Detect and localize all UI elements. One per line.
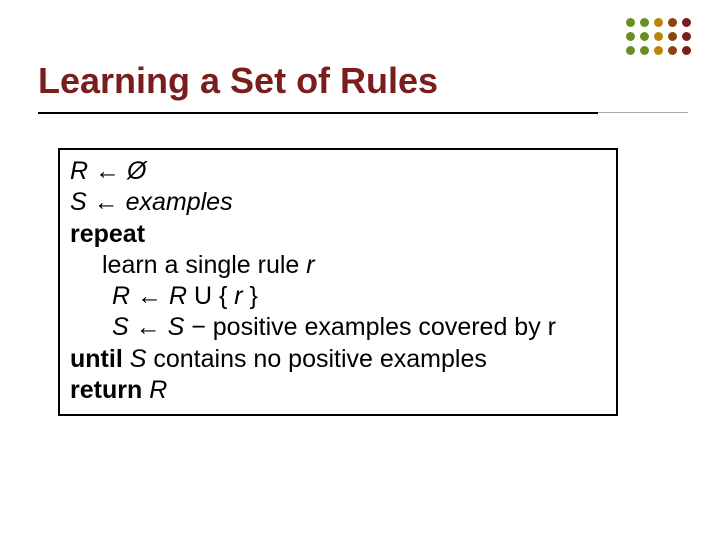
arrow: ← [87,188,126,216]
dot [682,18,691,27]
dot [626,18,635,27]
text [123,345,130,373]
var-S: S [70,188,87,216]
algo-line: R ← R U { r } [70,281,606,312]
text: learn a single rule [102,251,306,279]
var-S: S [168,313,185,341]
var-r: r [234,282,242,310]
kw-until: until [70,345,123,373]
dot [626,46,635,55]
dot [668,32,677,41]
dot [654,46,663,55]
arrow: ← [129,313,168,341]
var-S: S [130,345,147,373]
arrow: ← [130,282,169,310]
var-R: R [70,157,88,185]
text: } [243,282,258,310]
var-S: S [112,313,129,341]
algo-line: S ← examples [70,187,606,218]
text: U { [187,282,234,310]
arrow: ← [88,157,127,185]
text: contains no positive examples [146,345,486,373]
var-r: r [306,251,314,279]
title-underline [38,112,598,114]
var-R: R [149,376,167,404]
dot [654,32,663,41]
var-R: R [112,282,130,310]
dot [640,46,649,55]
var-R: R [169,282,187,310]
algo-line: until S contains no positive examples [70,344,606,375]
dot [626,32,635,41]
dot [668,18,677,27]
dot [654,18,663,27]
algo-line: repeat [70,219,606,250]
dot [668,46,677,55]
algorithm-box: R ← Ø S ← examples repeat learn a single… [58,148,618,416]
word-examples: examples [126,188,233,216]
dot [640,18,649,27]
kw-return: return [70,376,142,404]
algo-line: S ← S − positive examples covered by r [70,312,606,343]
kw-repeat: repeat [70,220,145,248]
algo-line: return R [70,375,606,406]
text: − positive examples covered by r [184,313,556,341]
slide-title: Learning a Set of Rules [38,60,438,102]
dot [682,46,691,55]
dot [682,32,691,41]
corner-dots [626,18,692,56]
algo-line: learn a single rule r [70,250,606,281]
slide: Learning a Set of Rules R ← Ø S ← exampl… [0,0,720,540]
empty-set: Ø [127,157,146,185]
algo-line: R ← Ø [70,156,606,187]
dot [640,32,649,41]
